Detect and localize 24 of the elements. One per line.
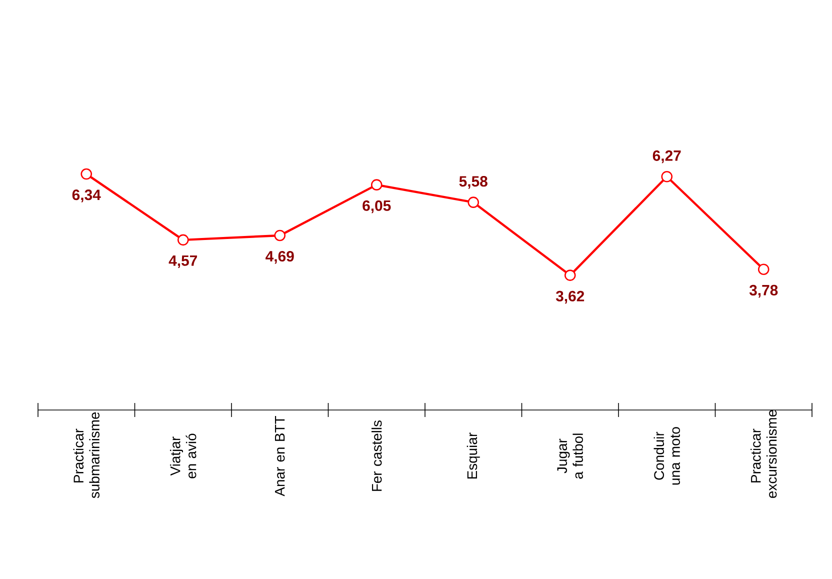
x-tick-label: Jugar a futbol [557,434,583,479]
data-label: 3,78 [749,284,778,298]
point [758,264,770,275]
data-label: 4,69 [266,250,294,264]
data-label: 3,62 [556,290,584,304]
data-label: 4,57 [168,255,198,268]
data-label: 6,05 [362,200,391,214]
x-tick-label: Fer castells [372,420,382,491]
point [661,170,673,182]
point [564,270,576,281]
x-tick-label: Practicar excursionisme [750,410,777,498]
point [274,230,286,242]
x-tick-label: Conduir una moto [654,427,680,485]
x-tick-label: Esquiar [466,432,480,479]
data-label: 6,34 [72,190,101,202]
point [177,234,189,246]
point [468,196,480,208]
x-tick-label: Viatjar en avió [170,434,196,478]
data-label: 5,58 [459,176,488,189]
data-label: 6,27 [652,150,681,164]
point [80,168,92,180]
point [370,179,382,190]
x-tick-label: Anar en BTT [275,416,285,496]
x-tick-label: Practicar submarinisme [73,412,100,498]
